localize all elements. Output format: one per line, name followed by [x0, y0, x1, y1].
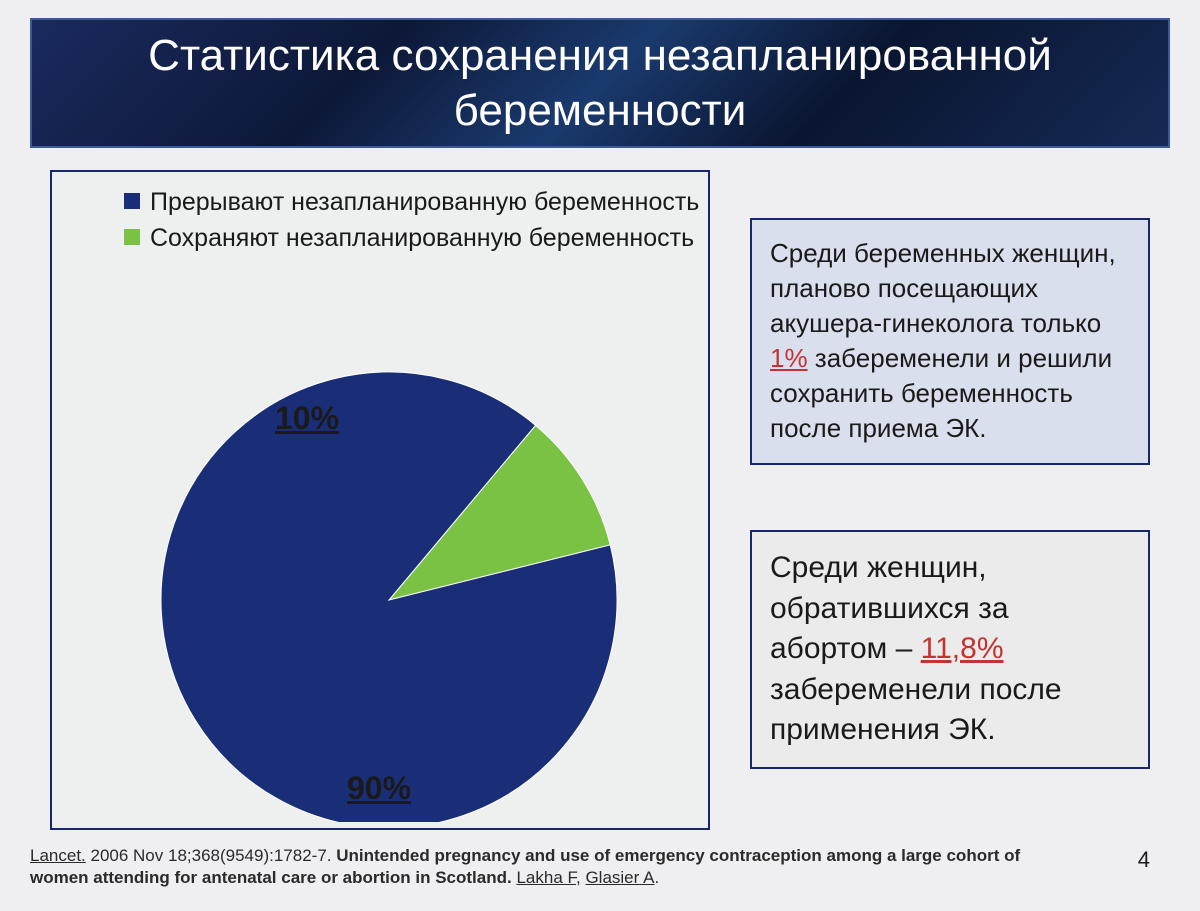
pie-chart-panel: Прерывают незапланированную беременность…: [50, 170, 710, 830]
citation-author: Glasier A: [585, 868, 654, 887]
citation-end: .: [654, 868, 659, 887]
callout-text: забеременели и решили сохранить беременн…: [770, 343, 1112, 443]
legend-label: Сохраняют незапланированную беременность: [150, 222, 694, 256]
callout-box: Среди беременных женщин, планово посещаю…: [750, 218, 1150, 465]
legend-label: Прерывают незапланированную беременность: [150, 186, 699, 220]
legend-item: Сохраняют незапланированную беременность: [124, 222, 699, 256]
citation-author: Lakha F: [516, 868, 576, 887]
pie-slice-label: 90%: [347, 770, 411, 807]
page-number: 4: [1138, 847, 1150, 873]
pie-slice-label: 10%: [275, 400, 339, 437]
title-banner: Статистика сохранения незапланированной …: [30, 18, 1170, 148]
legend-marker-icon: [124, 193, 140, 209]
slide-title: Статистика сохранения незапланированной …: [32, 28, 1168, 138]
legend-item: Прерывают незапланированную беременность: [124, 186, 699, 220]
callout-box: Среди женщин, обратившихся за абортом – …: [750, 530, 1150, 769]
callout-highlight: 1%: [770, 343, 808, 373]
callout-text: Среди беременных женщин, планово посещаю…: [770, 238, 1116, 338]
pie-chart: 90% 10%: [117, 342, 637, 822]
citation-journal: Lancet.: [30, 846, 86, 865]
chart-legend: Прерывают незапланированную беременность…: [124, 186, 699, 258]
citation-ref: 2006 Nov 18;368(9549):1782-7.: [86, 846, 336, 865]
callout-highlight: 11,8%: [921, 632, 1004, 665]
callout-text: забеременели после применения ЭК.: [770, 673, 1062, 747]
citation: Lancet. 2006 Nov 18;368(9549):1782-7. Un…: [30, 845, 1070, 889]
legend-marker-icon: [124, 229, 140, 245]
